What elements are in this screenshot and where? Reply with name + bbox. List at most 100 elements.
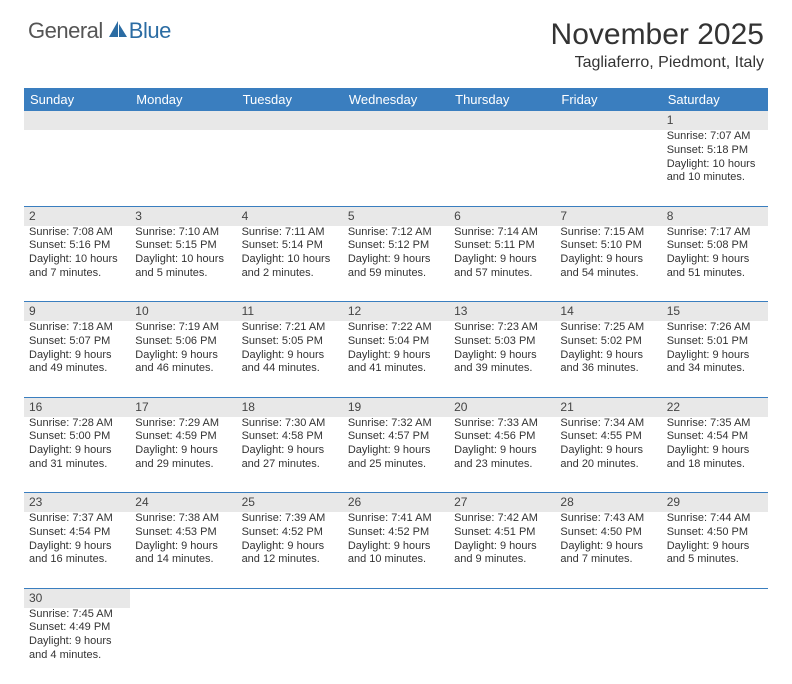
sunrise-text: Sunrise: 7:45 AM: [29, 608, 125, 622]
sunrise-text: Sunrise: 7:37 AM: [29, 512, 125, 526]
day-info-cell: Sunrise: 7:10 AMSunset: 5:15 PMDaylight:…: [130, 226, 236, 302]
day-info-cell: Sunrise: 7:17 AMSunset: 5:08 PMDaylight:…: [662, 226, 768, 302]
day-number-cell: 29: [662, 493, 768, 513]
day-info-cell: Sunrise: 7:15 AMSunset: 5:10 PMDaylight:…: [555, 226, 661, 302]
day-info-cell: Sunrise: 7:34 AMSunset: 4:55 PMDaylight:…: [555, 417, 661, 493]
sunset-text: Sunset: 4:49 PM: [29, 621, 125, 635]
logo-text-blue: Blue: [129, 18, 171, 44]
calendar-table: Sunday Monday Tuesday Wednesday Thursday…: [24, 88, 768, 684]
day-info-cell: Sunrise: 7:38 AMSunset: 4:53 PMDaylight:…: [130, 512, 236, 588]
daylight-text: Daylight: 9 hours and 31 minutes.: [29, 444, 125, 472]
day-number-cell: 3: [130, 206, 236, 226]
day-number-cell: [24, 111, 130, 130]
sunset-text: Sunset: 4:55 PM: [560, 430, 656, 444]
day-info-cell: Sunrise: 7:28 AMSunset: 5:00 PMDaylight:…: [24, 417, 130, 493]
day-info-cell: Sunrise: 7:43 AMSunset: 4:50 PMDaylight:…: [555, 512, 661, 588]
daylight-text: Daylight: 9 hours and 34 minutes.: [667, 349, 763, 377]
sunset-text: Sunset: 5:18 PM: [667, 144, 763, 158]
daylight-text: Daylight: 9 hours and 20 minutes.: [560, 444, 656, 472]
day-number-cell: 19: [343, 397, 449, 417]
day-number-row: 1: [24, 111, 768, 130]
sail-icon: [107, 19, 129, 44]
day-number-cell: 27: [449, 493, 555, 513]
day-info-cell: Sunrise: 7:30 AMSunset: 4:58 PMDaylight:…: [237, 417, 343, 493]
daylight-text: Daylight: 9 hours and 7 minutes.: [560, 540, 656, 568]
daylight-text: Daylight: 9 hours and 9 minutes.: [454, 540, 550, 568]
day-info-cell: [449, 130, 555, 206]
sunrise-text: Sunrise: 7:15 AM: [560, 226, 656, 240]
sunrise-text: Sunrise: 7:41 AM: [348, 512, 444, 526]
day-number-cell: 21: [555, 397, 661, 417]
day-number-cell: 9: [24, 302, 130, 322]
sunrise-text: Sunrise: 7:22 AM: [348, 321, 444, 335]
day-number-cell: [237, 588, 343, 608]
sunrise-text: Sunrise: 7:33 AM: [454, 417, 550, 431]
sunset-text: Sunset: 5:06 PM: [135, 335, 231, 349]
sunrise-text: Sunrise: 7:14 AM: [454, 226, 550, 240]
sunrise-text: Sunrise: 7:29 AM: [135, 417, 231, 431]
day-number-cell: 17: [130, 397, 236, 417]
sunrise-text: Sunrise: 7:19 AM: [135, 321, 231, 335]
sunrise-text: Sunrise: 7:35 AM: [667, 417, 763, 431]
sunset-text: Sunset: 4:52 PM: [242, 526, 338, 540]
day-info-cell: Sunrise: 7:35 AMSunset: 4:54 PMDaylight:…: [662, 417, 768, 493]
sunset-text: Sunset: 5:14 PM: [242, 239, 338, 253]
day-info-cell: Sunrise: 7:45 AMSunset: 4:49 PMDaylight:…: [24, 608, 130, 684]
day-info-cell: [237, 130, 343, 206]
sunset-text: Sunset: 5:05 PM: [242, 335, 338, 349]
day-info-cell: Sunrise: 7:29 AMSunset: 4:59 PMDaylight:…: [130, 417, 236, 493]
day-number-cell: 23: [24, 493, 130, 513]
day-info-cell: [343, 130, 449, 206]
sunset-text: Sunset: 4:50 PM: [667, 526, 763, 540]
day-number-cell: 30: [24, 588, 130, 608]
day-info-cell: [662, 608, 768, 684]
sunset-text: Sunset: 4:52 PM: [348, 526, 444, 540]
day-number-cell: [449, 588, 555, 608]
sunrise-text: Sunrise: 7:34 AM: [560, 417, 656, 431]
daylight-text: Daylight: 9 hours and 5 minutes.: [667, 540, 763, 568]
location: Tagliaferro, Piedmont, Italy: [551, 54, 764, 72]
day-number-cell: 8: [662, 206, 768, 226]
day-number-cell: 18: [237, 397, 343, 417]
sunset-text: Sunset: 4:53 PM: [135, 526, 231, 540]
day-info-cell: Sunrise: 7:22 AMSunset: 5:04 PMDaylight:…: [343, 321, 449, 397]
day-number-cell: [343, 588, 449, 608]
sunset-text: Sunset: 4:54 PM: [667, 430, 763, 444]
day-info-cell: [449, 608, 555, 684]
sunrise-text: Sunrise: 7:23 AM: [454, 321, 550, 335]
day-number-cell: 5: [343, 206, 449, 226]
day-number-cell: 1: [662, 111, 768, 130]
sunrise-text: Sunrise: 7:18 AM: [29, 321, 125, 335]
day-number-cell: 14: [555, 302, 661, 322]
day-number-cell: [237, 111, 343, 130]
day-info-row: Sunrise: 7:28 AMSunset: 5:00 PMDaylight:…: [24, 417, 768, 493]
day-number-cell: 13: [449, 302, 555, 322]
daylight-text: Daylight: 9 hours and 39 minutes.: [454, 349, 550, 377]
weekday-header: Sunday: [24, 88, 130, 111]
sunset-text: Sunset: 5:15 PM: [135, 239, 231, 253]
sunset-text: Sunset: 5:11 PM: [454, 239, 550, 253]
daylight-text: Daylight: 9 hours and 23 minutes.: [454, 444, 550, 472]
sunrise-text: Sunrise: 7:44 AM: [667, 512, 763, 526]
day-number-cell: [555, 588, 661, 608]
day-info-row: Sunrise: 7:07 AMSunset: 5:18 PMDaylight:…: [24, 130, 768, 206]
day-info-cell: Sunrise: 7:07 AMSunset: 5:18 PMDaylight:…: [662, 130, 768, 206]
logo: General Blue: [28, 18, 171, 44]
day-info-cell: Sunrise: 7:11 AMSunset: 5:14 PMDaylight:…: [237, 226, 343, 302]
daylight-text: Daylight: 10 hours and 5 minutes.: [135, 253, 231, 281]
weekday-header: Monday: [130, 88, 236, 111]
sunrise-text: Sunrise: 7:42 AM: [454, 512, 550, 526]
day-number-row: 9101112131415: [24, 302, 768, 322]
day-info-cell: Sunrise: 7:08 AMSunset: 5:16 PMDaylight:…: [24, 226, 130, 302]
day-number-cell: [343, 111, 449, 130]
day-number-cell: 25: [237, 493, 343, 513]
daylight-text: Daylight: 9 hours and 14 minutes.: [135, 540, 231, 568]
sunset-text: Sunset: 4:56 PM: [454, 430, 550, 444]
daylight-text: Daylight: 9 hours and 10 minutes.: [348, 540, 444, 568]
day-info-row: Sunrise: 7:08 AMSunset: 5:16 PMDaylight:…: [24, 226, 768, 302]
daylight-text: Daylight: 9 hours and 27 minutes.: [242, 444, 338, 472]
sunrise-text: Sunrise: 7:25 AM: [560, 321, 656, 335]
sunrise-text: Sunrise: 7:21 AM: [242, 321, 338, 335]
daylight-text: Daylight: 9 hours and 41 minutes.: [348, 349, 444, 377]
day-number-cell: 10: [130, 302, 236, 322]
